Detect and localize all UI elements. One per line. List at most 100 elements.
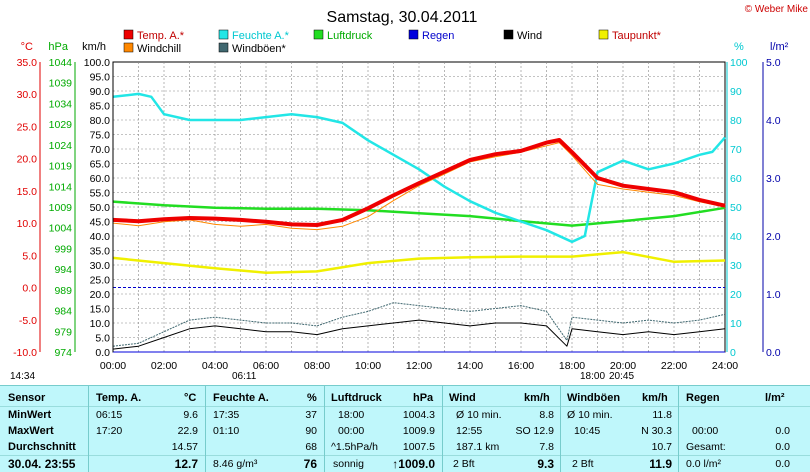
time-strip-t4: 20:45 (609, 371, 635, 382)
celsius-axis-tick: 10.0 (17, 218, 38, 230)
legend-swatch (218, 42, 229, 53)
regen-now-value: 0.0 (775, 458, 790, 470)
wind-max-time: 12:55 (456, 425, 483, 437)
legend-swatch (408, 29, 419, 40)
hpa-axis-tick: 1004 (49, 223, 73, 235)
time-axis-tick: 02:00 (151, 360, 177, 371)
regen-header: Regen (686, 392, 720, 404)
time-axis-tick: 04:00 (202, 360, 228, 371)
legend-label: Temp. A.* (137, 30, 185, 42)
wind-distance: 187.1 km (456, 441, 500, 453)
wind-min-label: Ø 10 min. (456, 409, 502, 421)
lm2-axis-tick: 1.0 (766, 289, 781, 301)
temp-min-value: 9.6 (183, 409, 198, 421)
regen-unit: l/m² (765, 392, 785, 404)
lm2-axis-tick: 2.0 (766, 231, 781, 243)
celsius-axis-tick: 20.0 (17, 154, 38, 166)
kmh-axis-tick: 85.0 (90, 101, 111, 113)
legend-swatch (313, 29, 324, 40)
temp-max-time: 17:20 (96, 425, 123, 437)
kmh-axis-tick: 50.0 (90, 202, 111, 214)
sensor-avg-label: Durchschnitt (8, 441, 76, 453)
windboeen-avg-value: 10.7 (651, 441, 672, 453)
wind-now-value: 9.3 (537, 457, 554, 471)
percent-axis-tick: 50 (730, 202, 742, 214)
luftdruck-max-time: 00:00 (338, 425, 365, 437)
percent-axis-tick: 100 (730, 57, 748, 69)
luftdruck-header: Luftdruck (331, 392, 382, 404)
sensor-header: Sensor (8, 392, 46, 404)
weather-chart: 35.0 30.0 25.0 20.0 15.0 10.0 5.0 0.0 -5.0 -10.0 °… (13, 9, 789, 371)
wind-max-value: SO 12.9 (515, 425, 554, 437)
time-axis-tick: 00:00 (100, 360, 126, 371)
luftdruck-trend: ^1.5hPa/h (331, 441, 378, 453)
temp-header: Temp. A. (96, 392, 142, 404)
feuchte-absolute-humidity: 8.46 g/m³ (213, 458, 258, 470)
temp-now-value: 12.7 (174, 457, 198, 471)
wind-avg-value: 7.8 (539, 441, 554, 453)
percent-axis-tick: 20 (730, 289, 742, 301)
windboeen-min-label: Ø 10 min. (567, 409, 613, 421)
windboeen-max-value: N 30.3 (641, 425, 672, 437)
hpa-axis-tick: 994 (54, 264, 72, 276)
luftdruck-unit: hPa (413, 392, 434, 404)
kmh-axis-tick: 20.0 (90, 289, 111, 301)
kmh-axis-tick: 30.0 (90, 260, 111, 272)
kmh-axis-tick: 90.0 (90, 86, 111, 98)
celsius-axis-tick: 25.0 (17, 121, 38, 133)
percent-axis-tick: 70 (730, 144, 742, 156)
time-strip-t3: 18:00 (580, 371, 606, 382)
legend-label: Feuchte A.* (232, 30, 290, 42)
percent-axis-tick: 10 (730, 318, 742, 330)
windboeen-beaufort: 2 Bft (572, 458, 594, 470)
lm2-axis-tick: 0.0 (766, 347, 781, 359)
copyright-label: © Weber Mike (744, 4, 808, 15)
hpa-axis-tick: 1034 (49, 98, 73, 110)
kmh-axis-tick: 70.0 (90, 144, 111, 156)
hpa-axis-tick: 1019 (49, 161, 73, 173)
feuchte-min-time: 17:35 (213, 409, 240, 421)
legend-swatch (598, 29, 609, 40)
percent-axis-tick: 90 (730, 86, 742, 98)
wind-beaufort: 2 Bft (453, 458, 475, 470)
celsius-axis-label: °C (21, 41, 33, 53)
hpa-axis-tick: 1039 (49, 78, 73, 90)
windboeen-now-value: 11.9 (649, 457, 672, 471)
percent-axis-tick: 30 (730, 260, 742, 272)
windboeen-unit: km/h (642, 392, 668, 404)
legend-swatch (123, 29, 134, 40)
kmh-axis-tick: 15.0 (90, 304, 111, 316)
legend-label: Windchill (137, 43, 181, 55)
regen-total-value: 0.0 (775, 441, 790, 453)
lm2-axis-tick: 3.0 (766, 173, 781, 185)
hpa-axis-label: hPa (48, 41, 68, 53)
percent-axis-tick: 60 (730, 173, 742, 185)
regen-now-label: 0.0 l/m² (686, 458, 722, 470)
kmh-axis-tick: 35.0 (90, 246, 111, 258)
legend-label: Taupunkt* (612, 30, 662, 42)
kmh-axis-tick: 75.0 (90, 130, 111, 142)
celsius-axis-tick: 35.0 (17, 57, 38, 69)
feuchte-now-value: 76 (303, 457, 317, 471)
kmh-axis-tick: 60.0 (90, 173, 111, 185)
time-axis-tick: 08:00 (304, 360, 330, 371)
kmh-axis-tick: 10.0 (90, 318, 111, 330)
windboeen-max-time: 10:45 (574, 425, 601, 437)
sensor-min-label: MinWert (8, 409, 52, 421)
time-axis-tick: 14:00 (457, 360, 483, 371)
lm2-axis-label: l/m² (770, 41, 789, 53)
feuchte-max-value: 90 (305, 425, 317, 437)
regen-max-time: 00:00 (692, 425, 719, 437)
temp-unit: °C (184, 392, 197, 404)
windboeen-min-value: 11.8 (652, 409, 672, 421)
hpa-axis-tick: 989 (54, 285, 72, 297)
kmh-axis-tick: 80.0 (90, 115, 111, 127)
hpa-axis-tick: 1029 (49, 119, 73, 131)
percent-axis-tick: 0 (730, 347, 736, 359)
celsius-axis-tick: 5.0 (22, 250, 37, 262)
luftdruck-min-value: 1004.3 (402, 409, 435, 421)
feuchte-header: Feuchte A. (213, 392, 269, 404)
temp-avg-value: 14.57 (171, 441, 198, 453)
hpa-axis-tick: 1044 (49, 57, 73, 69)
series-windchill (112, 142, 726, 231)
